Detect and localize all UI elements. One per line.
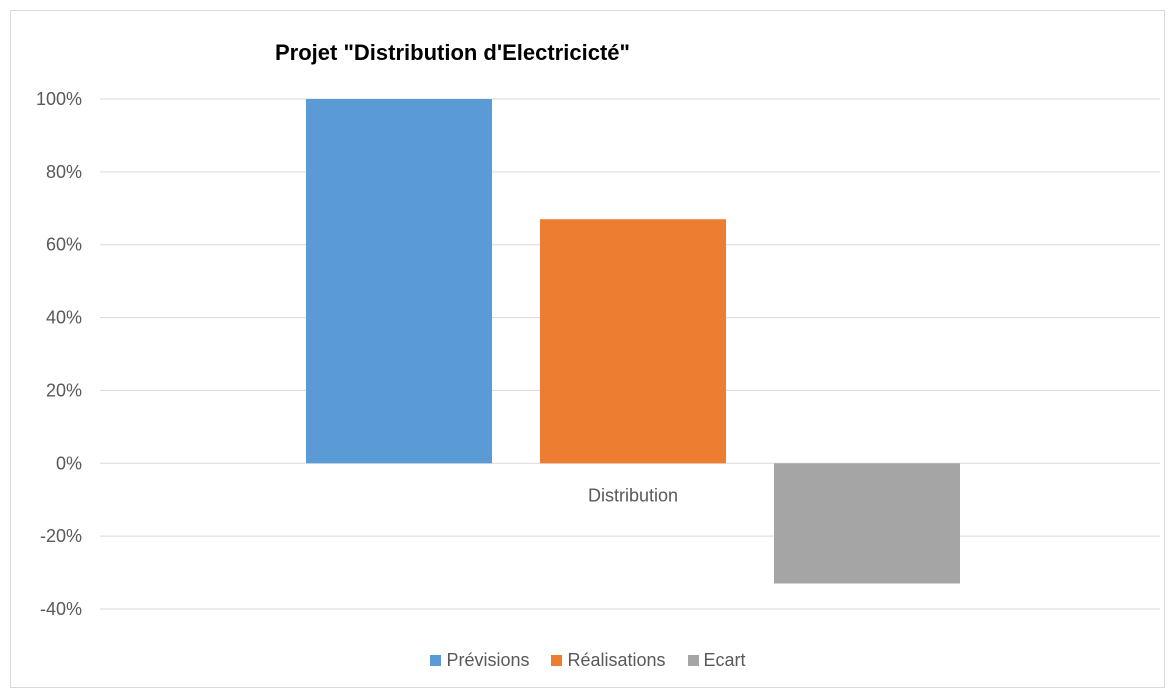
- legend-label: Réalisations: [567, 650, 666, 670]
- y-tick-label: 100%: [36, 89, 82, 109]
- legend-swatch: [430, 655, 442, 666]
- chart-legend: Prévisions Réalisations Ecart: [0, 650, 1176, 671]
- legend-item: Prévisions: [430, 650, 529, 671]
- legend-label: Ecart: [703, 650, 746, 670]
- chart-title: Projet "Distribution d'Electricicté": [275, 40, 630, 65]
- x-category-label: Distribution: [588, 485, 678, 505]
- legend-swatch: [687, 655, 699, 666]
- legend-item: Ecart: [687, 650, 746, 671]
- y-tick-label: -40%: [40, 599, 82, 619]
- bar-previsions: [306, 99, 492, 464]
- y-tick-label: 60%: [46, 235, 82, 255]
- y-tick-label: 0%: [56, 453, 82, 473]
- y-tick-label: 80%: [46, 162, 82, 182]
- bar-ecart: [774, 463, 960, 584]
- legend-swatch: [551, 655, 563, 666]
- legend-item: Réalisations: [551, 650, 666, 671]
- legend-label: Prévisions: [446, 650, 530, 670]
- y-tick-label: 20%: [46, 380, 82, 400]
- y-tick-label: 40%: [46, 308, 82, 328]
- y-tick-label: -20%: [40, 526, 82, 546]
- bar-realisations: [540, 219, 726, 464]
